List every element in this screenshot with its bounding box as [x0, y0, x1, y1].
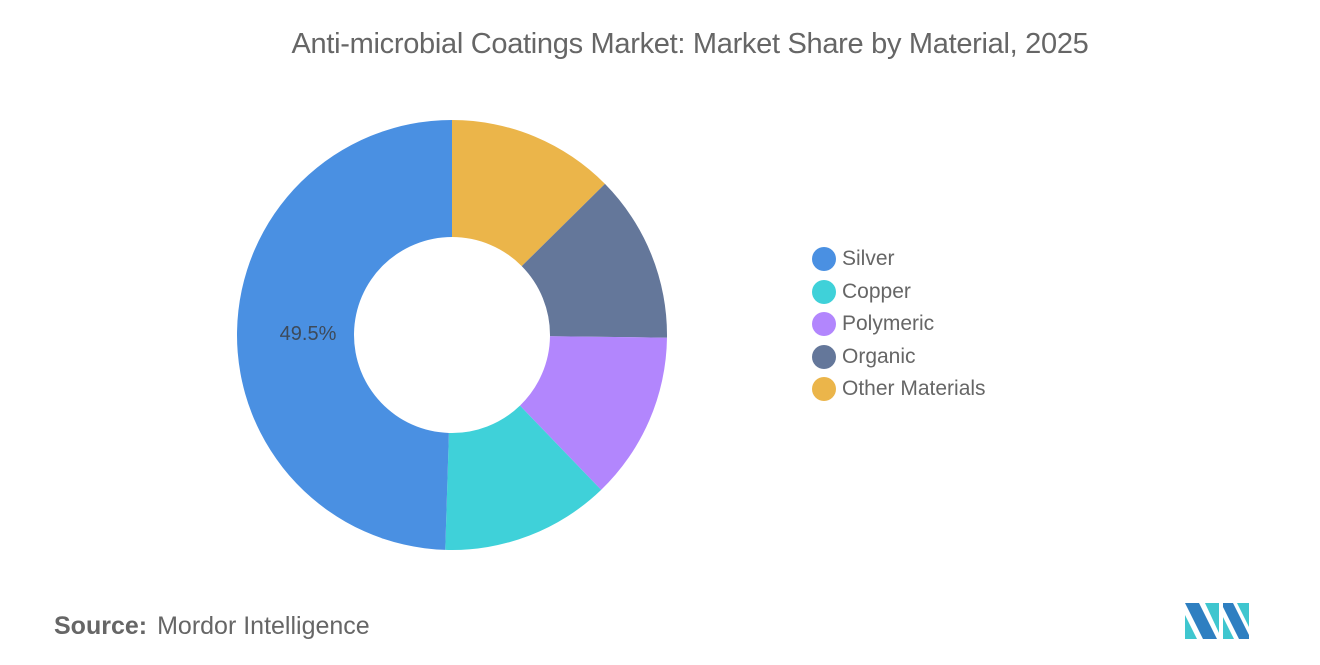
legend-swatch-polymeric [812, 312, 836, 337]
source-value: Mordor Intelligence [157, 612, 370, 640]
legend-item-other-materials[interactable]: Other Materials [812, 373, 986, 406]
legend-label: Copper [842, 279, 911, 303]
legend-label: Other Materials [842, 377, 986, 401]
legend-label: Organic [842, 344, 916, 368]
source-key: Source: [54, 612, 148, 640]
legend-item-organic[interactable]: Organic [812, 341, 986, 374]
legend-item-copper[interactable]: Copper [812, 276, 986, 309]
chart-title: Anti-microbial Coatings Market: Market S… [291, 28, 1089, 60]
slice-organic[interactable] [521, 183, 668, 338]
legend-label: Polymeric [842, 312, 935, 336]
legend-label: Silver [842, 247, 895, 271]
slice-other-materials[interactable] [452, 120, 605, 267]
legend-item-polymeric[interactable]: Polymeric [812, 308, 986, 341]
legend-swatch-copper [812, 279, 836, 304]
slice-copper[interactable] [445, 405, 602, 550]
slice-polymeric[interactable] [519, 336, 667, 490]
legend-item-silver[interactable]: Silver [812, 243, 986, 276]
data-label-silver: 49.5% [280, 323, 337, 345]
slice-silver[interactable] [237, 120, 452, 550]
legend-swatch-silver [812, 247, 836, 272]
legend-swatch-organic [812, 344, 836, 369]
source-note: Source: Mordor Intelligence [54, 612, 370, 641]
mordor-intelligence-logo-icon [1185, 603, 1249, 639]
legend-swatch-other-materials [812, 377, 836, 402]
legend: Silver Copper Polymeric Organic Other Ma… [812, 243, 986, 406]
